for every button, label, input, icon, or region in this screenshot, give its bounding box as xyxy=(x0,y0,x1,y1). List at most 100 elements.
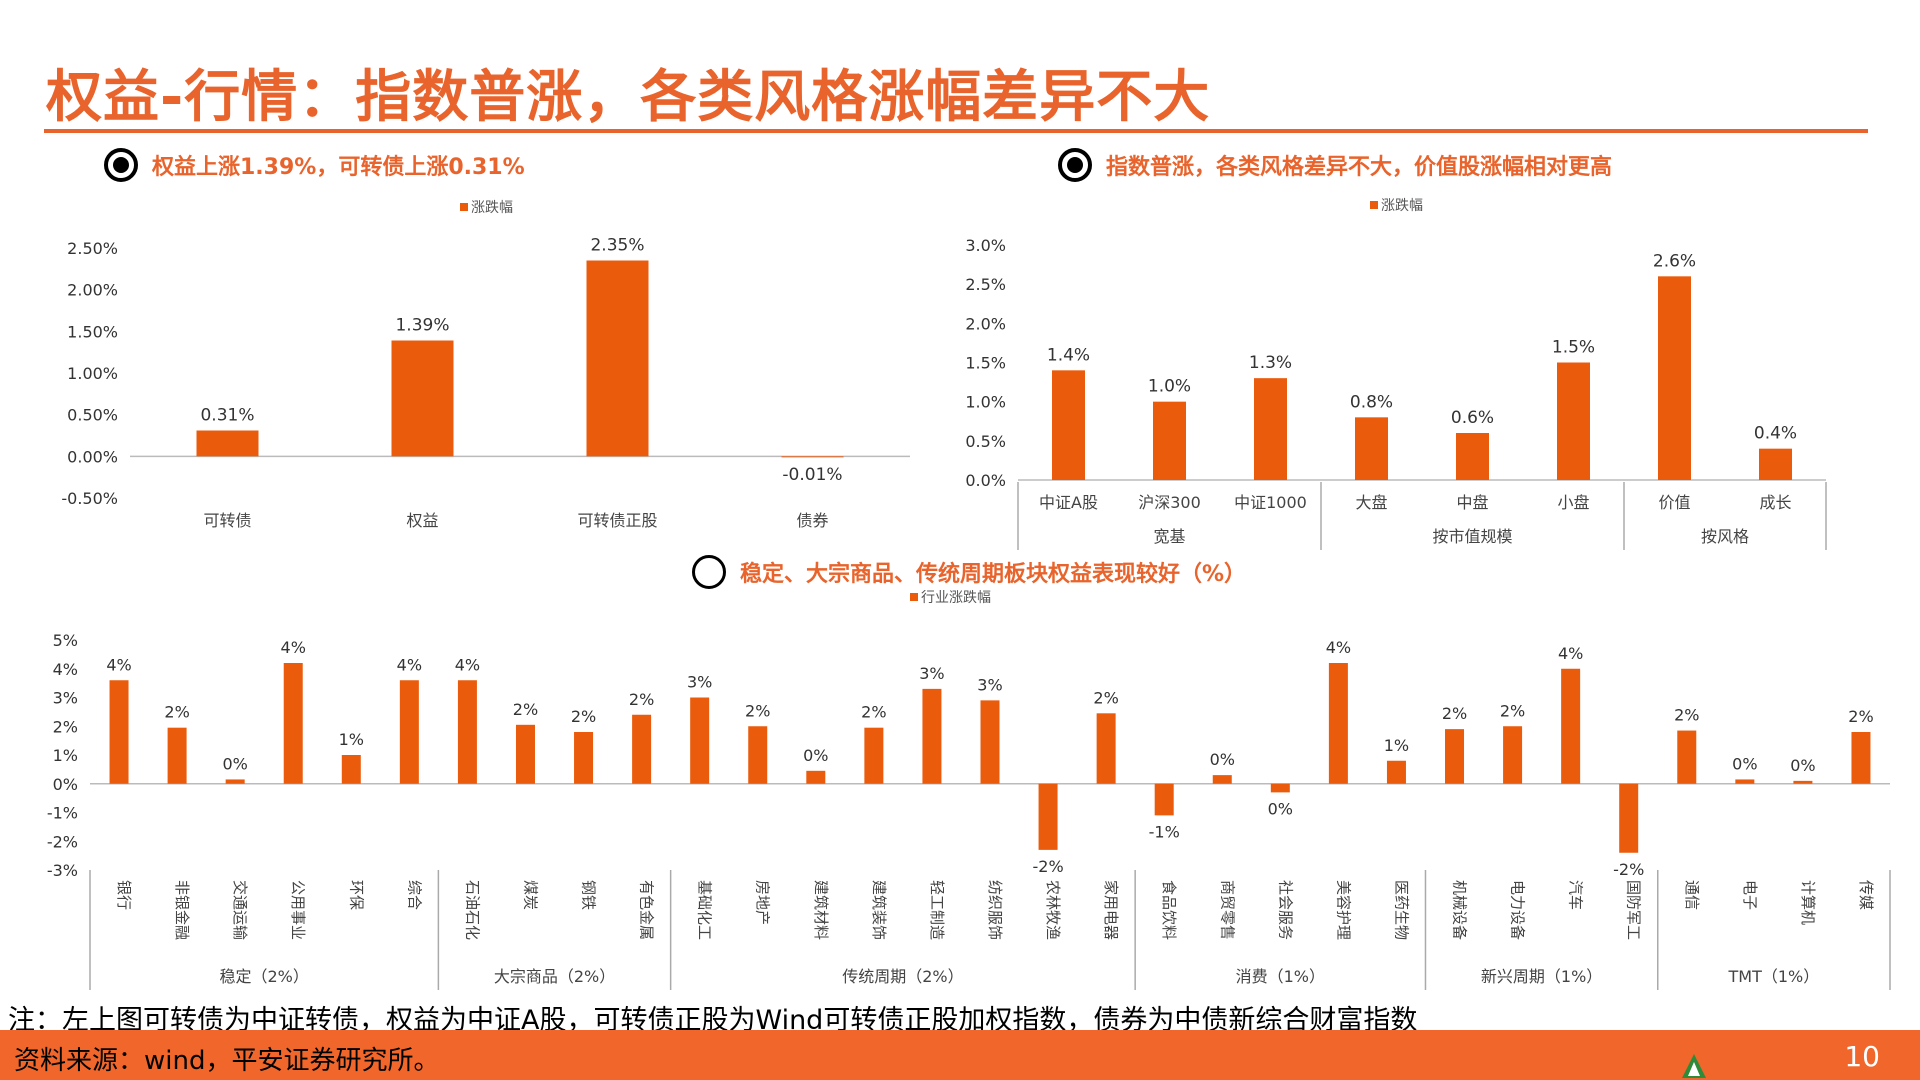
category-label: 中证A股 xyxy=(1039,493,1098,512)
data-label: 1.3% xyxy=(1249,353,1292,373)
category-label: 纺织服饰 xyxy=(986,880,1004,940)
title-divider xyxy=(44,129,1868,133)
data-label: 3% xyxy=(919,664,944,683)
bar xyxy=(922,688,942,784)
bar xyxy=(586,260,649,457)
bar xyxy=(1355,417,1388,480)
category-label: 建筑装饰 xyxy=(870,880,888,940)
bullet-1-text: 权益上涨1.39%，可转债上涨0.31% xyxy=(152,155,525,180)
category-label: 公用事业 xyxy=(289,880,307,940)
category-label: 交通运输 xyxy=(231,880,249,940)
y-tick-label: 0% xyxy=(53,775,78,794)
group-label: 宽基 xyxy=(1153,527,1185,546)
group-label: 按风格 xyxy=(1701,527,1749,546)
bar xyxy=(1052,370,1085,480)
data-label: 2.6% xyxy=(1653,251,1696,271)
y-tick-label: -3% xyxy=(47,861,78,880)
y-tick-label: 5% xyxy=(53,631,78,650)
y-tick-label: 1.5% xyxy=(965,354,1006,373)
y-tick-label: -2% xyxy=(47,832,78,851)
data-label: -0.01% xyxy=(782,465,842,485)
bar xyxy=(1212,775,1232,784)
data-label: 2% xyxy=(1674,706,1699,725)
data-label: 4% xyxy=(106,655,131,674)
bar xyxy=(1270,783,1290,793)
y-tick-label: -0.50% xyxy=(61,489,118,508)
bar xyxy=(980,700,1000,784)
bar xyxy=(1456,433,1489,480)
category-label: 社会服务 xyxy=(1276,880,1294,940)
data-label: -1% xyxy=(1149,822,1180,841)
category-label: 钢铁 xyxy=(580,880,598,910)
bar xyxy=(1445,729,1465,784)
category-label: 中证1000 xyxy=(1234,493,1307,512)
data-label: 4% xyxy=(1558,644,1583,663)
bar xyxy=(1153,401,1186,480)
category-label: 成长 xyxy=(1759,493,1791,512)
data-label: 2% xyxy=(1442,704,1467,723)
bar xyxy=(864,727,884,784)
bar xyxy=(690,697,710,784)
legend-swatch xyxy=(1370,201,1378,209)
y-tick-label: 0.0% xyxy=(965,471,1006,490)
legend-label: 行业涨跌幅 xyxy=(921,590,991,606)
data-label: 0% xyxy=(1732,754,1757,773)
bullet-3: 稳定、大宗商品、传统周期板块权益表现较好（%） xyxy=(692,555,1246,589)
bar xyxy=(1557,362,1590,480)
data-label: 0.8% xyxy=(1350,392,1393,412)
y-tick-label: 4% xyxy=(53,660,78,679)
legend-label: 涨跌幅 xyxy=(1381,198,1423,214)
data-label: 2% xyxy=(513,700,538,719)
data-label: -2% xyxy=(1032,857,1063,876)
category-label: 通信 xyxy=(1683,880,1701,910)
bar xyxy=(225,779,245,784)
data-label: 4% xyxy=(1326,638,1351,657)
data-label: 1.5% xyxy=(1552,338,1595,358)
y-tick-label: 0.50% xyxy=(67,406,118,425)
bar xyxy=(1851,732,1871,784)
bullet-1: 权益上涨1.39%，可转债上涨0.31% xyxy=(104,148,525,182)
bar xyxy=(399,680,419,784)
page-title: 权益-行情：指数普涨，各类风格涨幅差异不大 xyxy=(46,65,1211,130)
group-label: 稳定（2%） xyxy=(219,967,308,986)
data-label: 2% xyxy=(164,703,189,722)
category-label: 商贸零售 xyxy=(1218,880,1236,940)
footer-bar xyxy=(0,1030,1920,1080)
y-tick-label: 0.5% xyxy=(965,432,1006,451)
bar xyxy=(1328,663,1348,784)
data-label: 2% xyxy=(629,690,654,709)
y-tick-label: 1% xyxy=(53,746,78,765)
bullet-3-text: 稳定、大宗商品、传统周期板块权益表现较好（%） xyxy=(740,562,1247,587)
category-label: 传媒 xyxy=(1857,880,1875,910)
radio-selected-icon xyxy=(104,148,138,182)
data-label: 0% xyxy=(222,754,247,773)
category-label: 家用电器 xyxy=(1102,880,1120,940)
legend-swatch xyxy=(910,593,918,601)
category-label: 煤炭 xyxy=(521,880,539,910)
category-label: 银行 xyxy=(115,880,133,910)
category-label: 石油石化 xyxy=(463,880,481,940)
bar xyxy=(1619,783,1639,853)
bar xyxy=(196,430,259,457)
category-label: 电子 xyxy=(1741,880,1759,910)
y-tick-label: 1.50% xyxy=(67,322,118,341)
data-label: 0.4% xyxy=(1754,424,1797,444)
data-label: 4% xyxy=(455,655,480,674)
category-label: 可转债正股 xyxy=(577,511,657,530)
data-label: 0% xyxy=(803,746,828,765)
data-label: 2% xyxy=(1500,701,1525,720)
bar xyxy=(1759,448,1792,480)
bar xyxy=(109,680,129,784)
data-label: 1% xyxy=(1384,736,1409,755)
data-label: 1.39% xyxy=(395,316,449,336)
y-tick-label: 1.0% xyxy=(965,393,1006,412)
group-label: 消费（1%） xyxy=(1236,967,1325,986)
legend-swatch xyxy=(460,203,468,211)
y-tick-label: 2.0% xyxy=(965,314,1006,333)
category-label: 中盘 xyxy=(1456,493,1488,512)
y-tick-label: -1% xyxy=(47,804,78,823)
data-label: 3% xyxy=(687,673,712,692)
y-tick-label: 2.50% xyxy=(67,239,118,258)
category-label: 计算机 xyxy=(1799,880,1817,925)
bar xyxy=(167,727,187,784)
